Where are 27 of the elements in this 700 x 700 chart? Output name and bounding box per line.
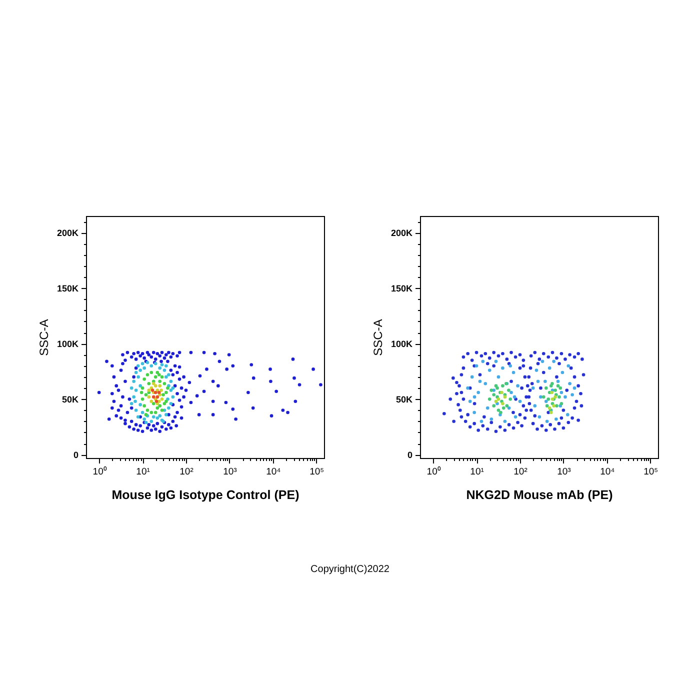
y-tick-label: 100K <box>56 339 79 350</box>
y-tick-label: 0 <box>407 450 412 460</box>
y-axis-title: SSC-A <box>36 319 51 356</box>
x-tick-label: 10⁰ <box>92 466 108 478</box>
y-tick-label: 150K <box>56 284 79 294</box>
x-tick-label: 10¹ <box>470 466 484 478</box>
x-tick-label: 10⁴ <box>600 466 615 478</box>
y-axis-title: SSC-A <box>370 319 385 356</box>
x-axis-title: NKG2D Mouse mAb (PE) <box>466 488 613 502</box>
x-tick-label: 10² <box>514 466 528 478</box>
x-tick-label: 10¹ <box>136 466 150 478</box>
x-tick-label: 10⁰ <box>426 466 442 478</box>
y-tick-label: 200K <box>56 228 79 238</box>
x-axis-title: Mouse IgG Isotype Control (PE) <box>112 488 300 502</box>
x-tick-label: 10⁵ <box>644 466 658 478</box>
x-tick-label: 10⁵ <box>310 466 324 478</box>
x-tick-label: 10⁴ <box>266 466 281 478</box>
text: Copyright(C)2022 <box>310 564 390 575</box>
y-tick-label: 50K <box>62 394 79 405</box>
x-tick-label: 10³ <box>557 466 571 478</box>
y-tick-label: 100K <box>390 339 413 350</box>
y-tick-label: 200K <box>390 228 413 238</box>
x-tick-label: 10² <box>180 466 194 478</box>
y-tick-label: 0 <box>73 450 78 460</box>
y-tick-label: 150K <box>390 284 413 294</box>
x-tick-label: 10³ <box>223 466 237 478</box>
y-tick-label: 50K <box>396 394 413 405</box>
